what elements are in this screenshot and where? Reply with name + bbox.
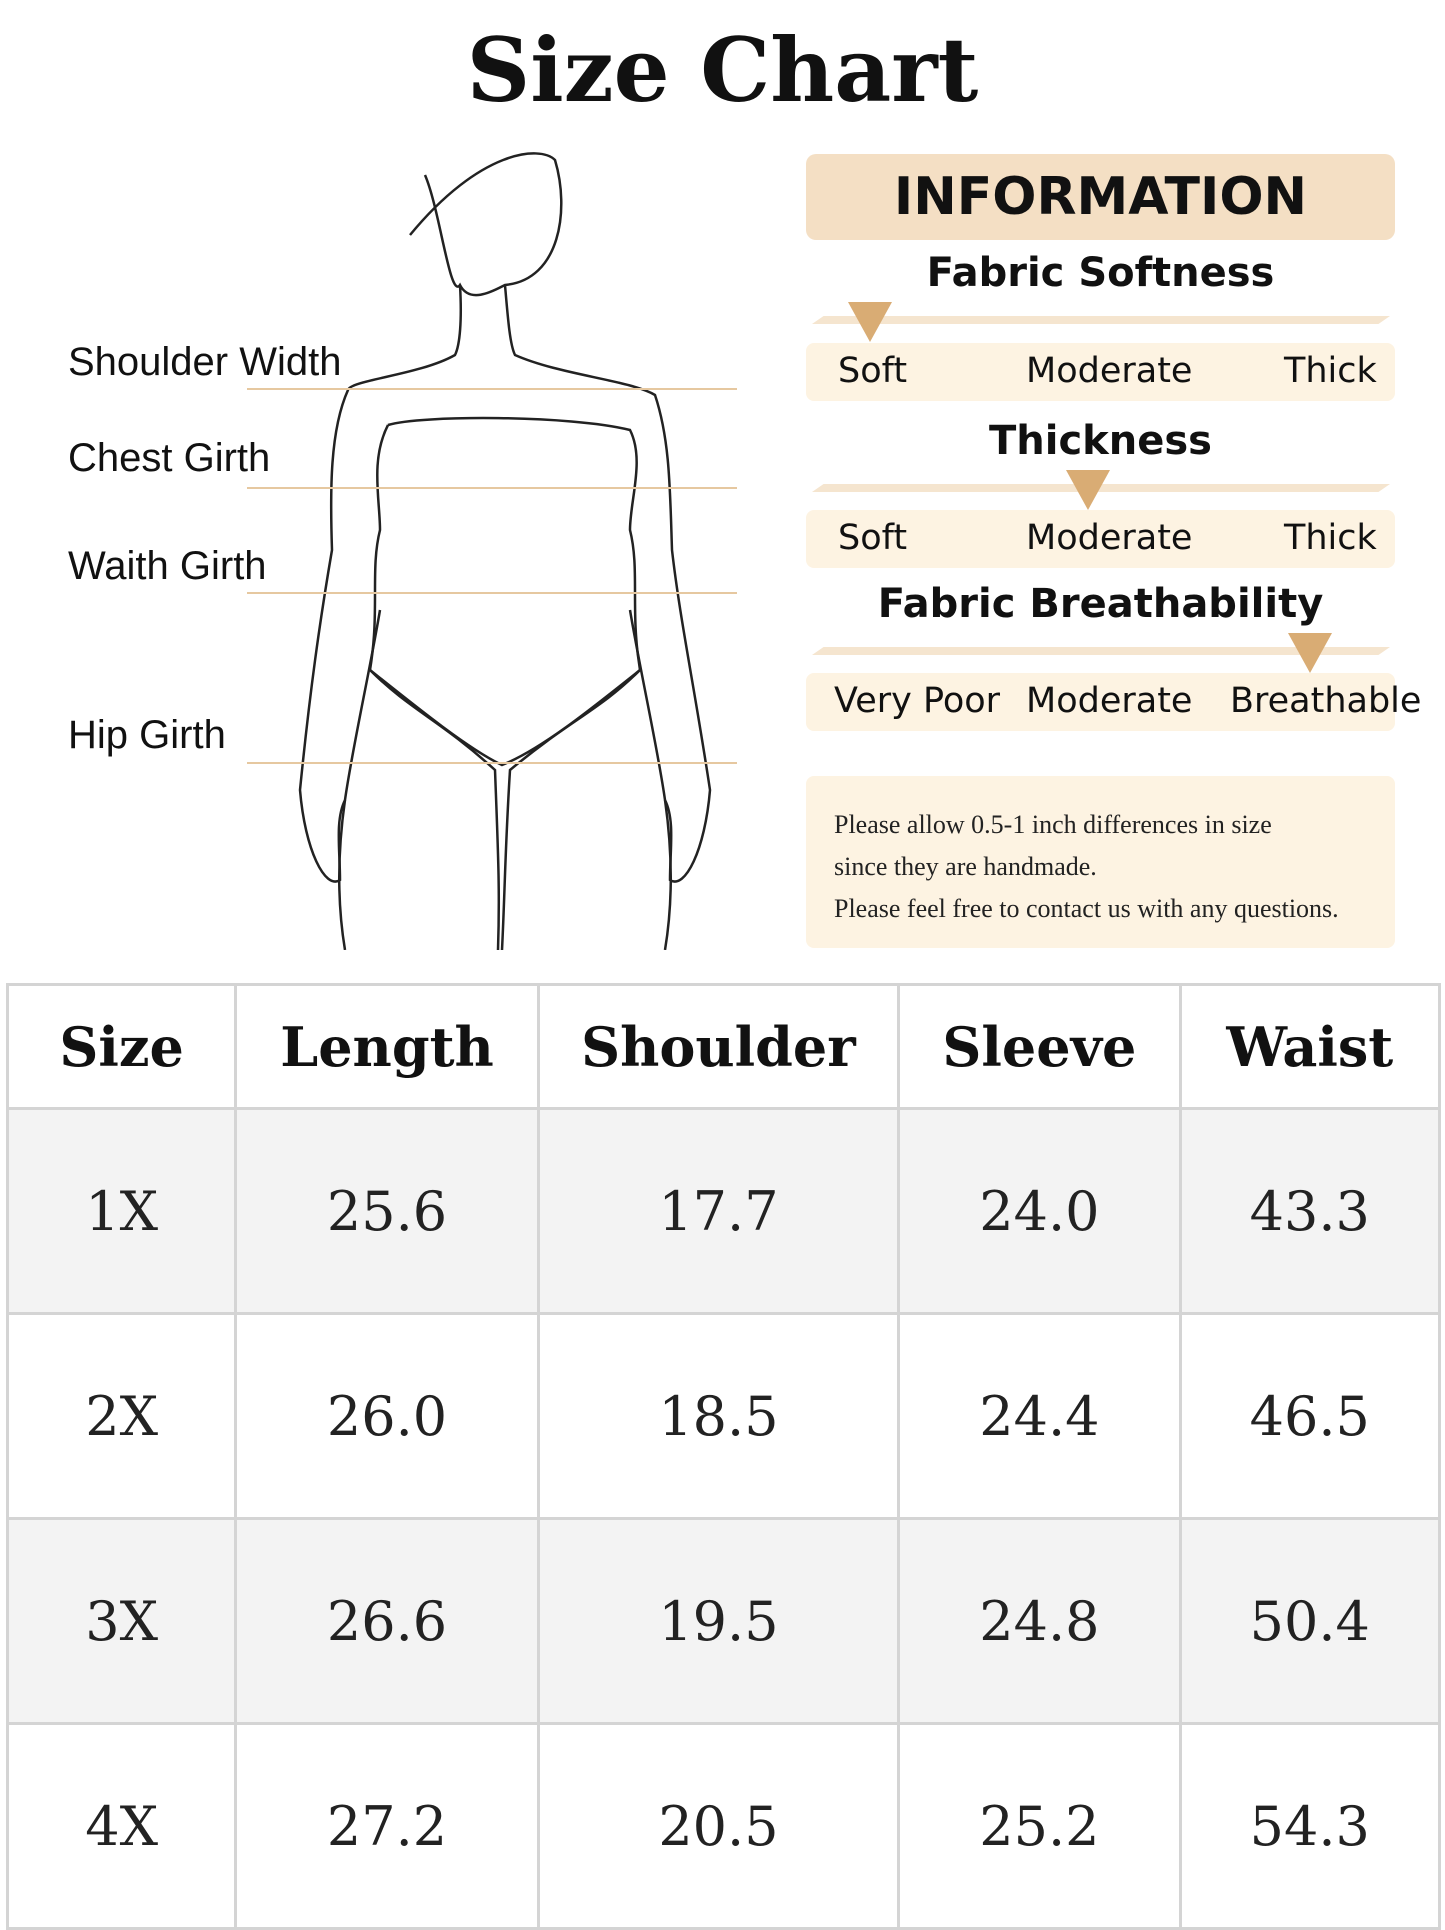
table-row: 1X 25.6 17.7 24.0 43.3 [5,1107,1442,1315]
scale-label: Very Poor [834,681,1001,721]
table-cell: 26.0 [234,1312,540,1520]
note-line: since they are handmade. [834,852,1097,881]
table-cell: 24.8 [897,1517,1182,1725]
column-header: Size [5,983,238,1110]
column-header: Sleeve [897,983,1182,1110]
table-cell: 25.6 [234,1107,540,1315]
body-figure-illustration [298,152,712,950]
measure-line [247,592,737,594]
size-table: Size Length Shoulder Sleeve Waist 1X 25.6… [5,983,1442,1930]
table-cell: 4X [5,1722,238,1930]
table-cell: 3X [5,1517,238,1725]
selected-marker-icon [1288,633,1332,673]
scale-title-thickness: Thickness [988,418,1212,464]
information-header: INFORMATION [806,154,1395,240]
table-cell: 26.6 [234,1517,540,1725]
column-header: Length [234,983,540,1110]
scale-labels: Soft Moderate Thick [806,510,1395,568]
measure-label-hip: Hip Girth [68,713,226,757]
scale-label: Thick [1284,518,1377,558]
table-row: 3X 26.6 19.5 24.8 50.4 [5,1517,1442,1725]
measure-label-shoulder: Shoulder Width [68,340,342,384]
table-cell: 27.2 [234,1722,540,1930]
measure-line [247,388,737,390]
scale-title-softness: Fabric Softness [926,250,1275,296]
handmade-note: Please allow 0.5-1 inch differences in s… [806,776,1395,948]
table-cell: 54.3 [1178,1722,1442,1930]
note-line: Please allow 0.5-1 inch differences in s… [834,810,1272,839]
scale-bar [812,316,1390,324]
table-row: 2X 26.0 18.5 24.4 46.5 [5,1312,1442,1520]
note-line: Please feel free to contact us with any … [834,894,1339,923]
scale-label: Moderate [1026,351,1193,391]
scale-label: Thick [1284,351,1377,391]
column-header: Waist [1178,983,1442,1110]
scale-label: Soft [838,351,908,391]
scale-label: Breathable [1230,681,1422,721]
scale-bar [812,647,1390,655]
scale-label: Moderate [1026,518,1193,558]
measure-label-chest: Chest Girth [68,436,271,480]
column-header: Shoulder [536,983,901,1110]
table-cell: 20.5 [536,1722,901,1930]
measure-label-waist: Waith Girth [68,544,267,588]
table-cell: 18.5 [536,1312,901,1520]
table-cell: 1X [5,1107,238,1315]
scale-title-breathability: Fabric Breathability [877,581,1324,627]
table-cell: 43.3 [1178,1107,1442,1315]
scale-label: Moderate [1026,681,1193,721]
table-cell: 19.5 [536,1517,901,1725]
scale-labels: Very Poor Moderate Breathable [806,673,1421,731]
scale-label: Soft [838,518,908,558]
page-title: Size Chart [466,18,979,122]
table-cell: 46.5 [1178,1312,1442,1520]
table-cell: 25.2 [897,1722,1182,1930]
table-cell: 2X [5,1312,238,1520]
table-cell: 50.4 [1178,1517,1442,1725]
table-cell: 17.7 [536,1107,901,1315]
table-row: 4X 27.2 20.5 25.2 54.3 [5,1722,1442,1930]
measure-line [247,762,737,764]
measure-line [247,487,737,489]
table-header-row: Size Length Shoulder Sleeve Waist [5,983,1442,1110]
selected-marker-icon [1066,470,1110,510]
table-cell: 24.0 [897,1107,1182,1315]
table-cell: 24.4 [897,1312,1182,1520]
selected-marker-icon [848,302,892,342]
scale-labels: Soft Moderate Thick [806,343,1395,401]
